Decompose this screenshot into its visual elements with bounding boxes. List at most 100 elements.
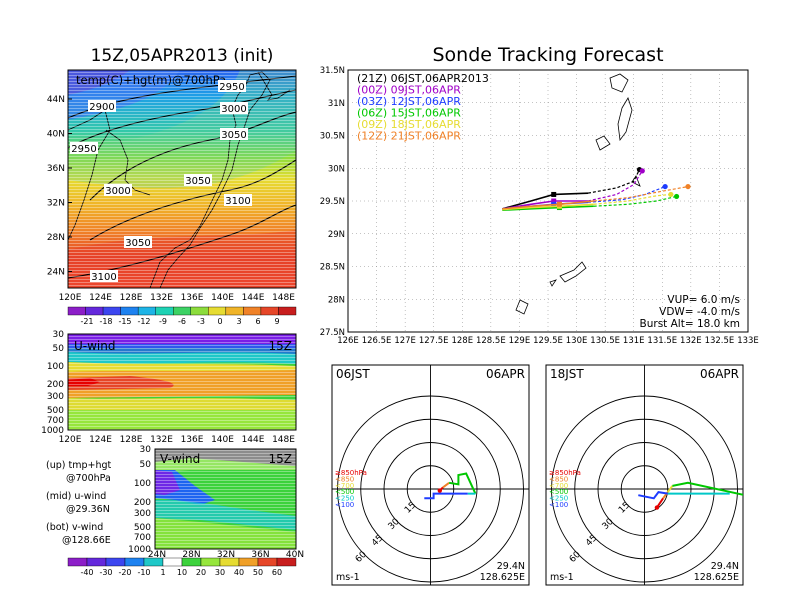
colorbar-swatch xyxy=(173,306,191,316)
lon-tick-label: 120E xyxy=(59,435,82,445)
colorbar-swatch xyxy=(225,306,244,316)
x-tick-label: 128E xyxy=(451,336,473,346)
hodograph-segment xyxy=(638,491,668,500)
x-tick-label: 127.5E xyxy=(419,336,449,346)
track-line-solid xyxy=(502,200,588,210)
colorbar-swatch xyxy=(190,306,209,316)
contour-label: 3000 xyxy=(221,104,246,115)
colorbar-swatch xyxy=(243,306,262,316)
lat-tick-label: 40N xyxy=(286,550,304,560)
lon-tick-label: 132E xyxy=(150,435,173,445)
map-700hpa-panel: temp(C)+hgt(m)@700hPa 2900 2950 3000 305… xyxy=(47,69,297,303)
lon-tick-label: 124E xyxy=(89,293,112,303)
track-legend-entry: (09Z) 18JST,06APR xyxy=(357,118,461,131)
x-tick-label: 128.5E xyxy=(476,336,506,346)
colorbar-swatch xyxy=(200,557,221,567)
colorbar-swatch xyxy=(143,557,164,567)
u-wind-time: 15Z xyxy=(269,339,293,353)
hodograph-date: 06APR xyxy=(486,367,525,381)
hodograph-lat: 29.4N xyxy=(711,561,739,572)
burst-marker xyxy=(556,201,562,207)
colorbar-swatch xyxy=(120,306,139,316)
colorbar-label: -30 xyxy=(99,568,112,577)
contour-label: 3100 xyxy=(225,196,250,207)
init-title: 15Z,05APR2013 (init) xyxy=(91,46,274,66)
x-tick-label: 129E xyxy=(509,336,531,346)
pressure-tick-label: 700 xyxy=(134,533,151,543)
colorbar-label: -18 xyxy=(99,317,112,326)
lat-tick-label: 36N xyxy=(251,550,269,560)
colorbar-label: 40 xyxy=(234,568,244,577)
colorbar-swatch xyxy=(238,557,259,567)
pressure-legend-entry: ≥850hPa xyxy=(549,469,581,477)
colorbar-swatch xyxy=(257,557,278,567)
colorbar-label: -20 xyxy=(118,568,131,577)
lon-tick-label: 128E xyxy=(120,435,143,445)
x-tick-label: 131.5E xyxy=(647,336,677,346)
contour-label: 2950 xyxy=(219,82,244,93)
hodograph-segment xyxy=(672,481,743,496)
pressure-legend-entry: <700 xyxy=(549,482,568,490)
lon-tick-label: 144E xyxy=(242,435,265,445)
hodograph-time: 06JST xyxy=(336,367,370,381)
track-line-solid xyxy=(502,192,589,210)
lon-tick-label: 148E xyxy=(272,435,295,445)
lat-tick-label: 36N xyxy=(47,164,65,174)
pressure-tick-label: 30 xyxy=(53,330,65,340)
colorbar-swatch xyxy=(219,557,240,567)
colorbar-label: 6 xyxy=(255,317,260,326)
contour-label: 3050 xyxy=(221,130,246,141)
pressure-legend-entry: <850 xyxy=(335,475,354,483)
pressure-tick-label: 50 xyxy=(140,460,152,470)
colorbar-swatch xyxy=(105,557,126,567)
note-line: @29.36N xyxy=(66,504,110,515)
note-line: @128.66E xyxy=(62,535,111,546)
hodograph-time: 18JST xyxy=(550,367,584,381)
colorbar-label: 3 xyxy=(236,317,241,326)
burst-marker xyxy=(551,198,557,204)
x-tick-label: 132.5E xyxy=(705,336,735,346)
colorbar-swatch xyxy=(86,557,107,567)
note-line: @700hPa xyxy=(66,473,111,484)
colorbar-swatch xyxy=(278,306,297,316)
surface-marker xyxy=(437,488,442,493)
colorbar-swatch xyxy=(276,557,297,567)
contour-label: 2950 xyxy=(71,144,96,155)
colorbar-label: 1 xyxy=(160,568,165,577)
map-700-label: temp(C)+hgt(m)@700hPa xyxy=(76,73,226,87)
pressure-tick-label: 30 xyxy=(140,445,152,455)
lat-tick-label: 28N xyxy=(182,550,200,560)
hodograph-lon: 128.625E xyxy=(480,572,525,583)
colorbar-label: 9 xyxy=(274,317,279,326)
x-tick-label: 130E xyxy=(566,336,588,346)
lon-tick-label: 128E xyxy=(120,293,143,303)
contour-label: 3000 xyxy=(105,186,130,197)
colorbar-swatch xyxy=(137,306,156,316)
colorbar-swatch xyxy=(208,306,227,316)
landing-marker xyxy=(639,168,645,174)
hodograph-segment xyxy=(442,481,450,489)
v-wind-time: 15Z xyxy=(269,452,293,466)
pressure-legend-entry: <100 xyxy=(549,501,568,509)
hodograph-lon: 128.625E xyxy=(694,572,739,583)
lon-tick-label: 136E xyxy=(181,435,204,445)
pressure-tick-label: 1000 xyxy=(41,426,64,436)
track-line-dashed xyxy=(593,185,689,202)
hodograph-segment xyxy=(448,472,477,495)
colorbar-swatch xyxy=(124,557,145,567)
colorbar-label: 10 xyxy=(177,568,187,577)
lon-tick-label: 132E xyxy=(150,293,173,303)
lon-tick-label: 140E xyxy=(211,293,234,303)
track-legend-entry: (00Z) 09JST,06APR xyxy=(357,84,461,97)
pressure-legend-entry: ≥850hPa xyxy=(335,469,367,477)
landing-marker xyxy=(673,193,680,200)
pressure-tick-label: 200 xyxy=(134,498,151,508)
colorbar-swatch xyxy=(162,557,183,567)
colorbar-label: -15 xyxy=(118,317,131,326)
landing-marker xyxy=(662,183,668,190)
colorbar-label: -10 xyxy=(137,568,150,577)
colorbar-label: 0 xyxy=(217,317,222,326)
landing-marker xyxy=(685,183,691,190)
